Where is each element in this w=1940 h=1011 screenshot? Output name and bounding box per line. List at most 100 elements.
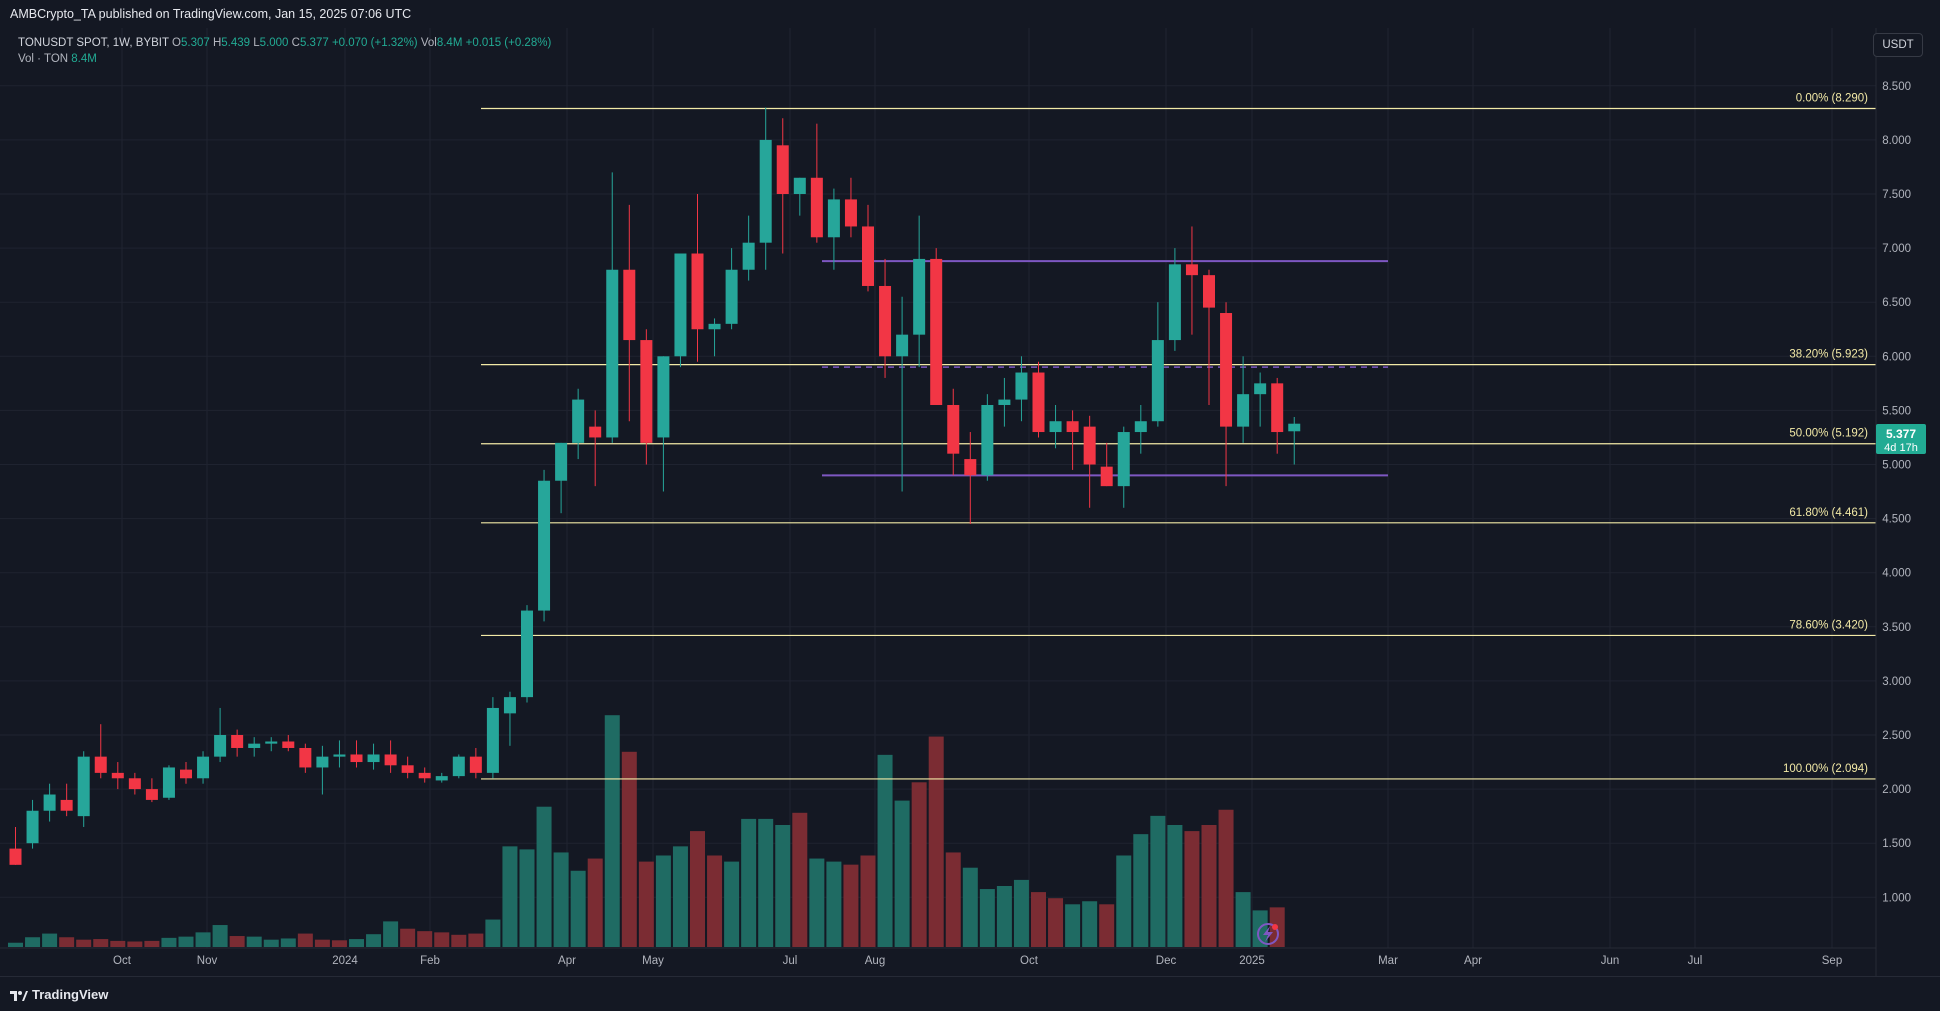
- close-value: 5.377: [299, 37, 329, 49]
- volume-bar: [314, 939, 330, 947]
- brand-name: TradingView: [32, 987, 109, 1002]
- candle-body: [1288, 423, 1301, 432]
- volume-bar: [280, 938, 296, 947]
- candle-body: [180, 769, 192, 779]
- candle-body: [469, 756, 482, 773]
- candle-body: [111, 772, 124, 779]
- candle-body: [1117, 432, 1130, 487]
- volume-bar: [331, 940, 347, 947]
- volume-bar: [945, 852, 961, 947]
- candle-body: [947, 404, 960, 454]
- candle-body: [1151, 340, 1164, 422]
- volume-bar: [690, 831, 705, 947]
- candle-body: [930, 258, 943, 405]
- candle-body: [9, 848, 22, 865]
- price-tick-label: 8.000: [1882, 135, 1911, 147]
- candle-body: [162, 767, 175, 798]
- candle-body: [674, 253, 687, 357]
- time-tick-label: Nov: [197, 955, 218, 967]
- candle-body: [1066, 421, 1079, 433]
- candle-body: [913, 258, 926, 335]
- candle-body: [128, 778, 141, 790]
- candle-body: [844, 199, 857, 227]
- time-tick-label: Apr: [1464, 955, 1482, 967]
- price-chart[interactable]: 0.00% (8.290) 38.20% (5.923) 50.00% (5.192…: [0, 28, 1940, 976]
- volume-bar: [655, 855, 671, 947]
- tradingview-brand[interactable]: TradingView: [10, 987, 108, 1002]
- publisher-bar: AMBCrypto_TA published on TradingView.co…: [0, 0, 1940, 29]
- close-label: C: [291, 37, 300, 49]
- vol-label: Vol: [420, 37, 437, 49]
- candle-body: [827, 199, 840, 238]
- time-tick-label: Mar: [1378, 955, 1398, 967]
- volume-bar: [93, 939, 109, 947]
- volume-bar: [246, 936, 262, 947]
- currency-button[interactable]: USDT: [1873, 33, 1923, 57]
- candle-body: [1015, 372, 1028, 400]
- time-tick-label: Dec: [1156, 955, 1177, 967]
- volume-bar: [911, 782, 927, 947]
- price-tick-label: 4.500: [1882, 514, 1911, 526]
- volume-bar: [229, 936, 245, 947]
- candle-body: [555, 442, 568, 481]
- volume-bar: [707, 855, 723, 947]
- candle-body: [1032, 372, 1045, 433]
- volume-series-label: Vol · TON: [18, 53, 69, 65]
- candle-body: [521, 610, 533, 698]
- volume-bar: [809, 858, 825, 947]
- time-axis[interactable]: Oct Nov 2024 Feb Apr May Jul Aug Oct Dec 2025 Mar Ap…: [113, 955, 1842, 967]
- volume-bar: [1082, 901, 1098, 947]
- candle-body: [759, 139, 772, 243]
- candle-body: [248, 743, 261, 748]
- candle-body: [231, 735, 244, 748]
- candle-body: [691, 253, 704, 330]
- volume-bar: [451, 934, 467, 947]
- time-tick-label: Jun: [1601, 955, 1620, 967]
- volume-bar: [76, 939, 92, 947]
- time-tick-label: 2024: [332, 955, 358, 967]
- candle-body: [401, 765, 414, 773]
- open-label: O: [172, 37, 181, 49]
- change-value: +0.070 (+1.32%): [331, 37, 418, 49]
- volume-bar: [962, 867, 978, 947]
- volume-bar: [502, 846, 518, 947]
- high-value: 5.439: [221, 37, 251, 49]
- candle-body: [1220, 313, 1233, 427]
- candle-body: [94, 756, 107, 773]
- volume-bar: [877, 754, 893, 947]
- lightning-icon[interactable]: [1257, 923, 1279, 945]
- candle-body: [879, 285, 892, 357]
- time-tick-label: May: [642, 955, 664, 967]
- time-tick-label: Jul: [783, 955, 798, 967]
- price-tick-label: 1.500: [1882, 838, 1911, 850]
- candle-body: [742, 242, 755, 270]
- price-axis[interactable]: 8.500 8.000 7.500 7.000 6.500 6.000 5.500 5.000…: [1882, 81, 1911, 905]
- price-tick-label: 3.000: [1882, 676, 1911, 688]
- open-value: 5.307: [180, 37, 210, 49]
- candle-body: [1271, 383, 1284, 433]
- fib-level-label: 78.60% (3.420): [1789, 619, 1868, 631]
- volume-bar: [127, 941, 143, 947]
- candle-body: [1134, 421, 1147, 433]
- candle-body: [606, 269, 619, 438]
- candle-body: [1168, 264, 1181, 341]
- candle-body: [452, 756, 465, 777]
- volume-bars: [8, 715, 1285, 947]
- time-tick-label: Oct: [1020, 955, 1039, 967]
- volume-bar: [25, 937, 41, 947]
- footer-bar: TradingView: [0, 976, 1940, 1011]
- candle-body: [1203, 275, 1215, 308]
- candle-body: [623, 269, 636, 341]
- candle-body: [862, 226, 874, 286]
- candle-body: [43, 794, 56, 811]
- volume-bar: [792, 812, 808, 947]
- current-price-label: 5.377 4d 17h: [1876, 424, 1926, 454]
- volume-bar: [1065, 904, 1081, 947]
- time-tick-label: Sep: [1822, 955, 1842, 967]
- fibonacci-retracement[interactable]: 0.00% (8.290) 38.20% (5.923) 50.00% (5.192…: [481, 93, 1876, 780]
- volume-bar: [638, 861, 654, 947]
- volume-bar: [434, 932, 450, 947]
- time-tick-label: Aug: [865, 955, 885, 967]
- symbol-label: TONUSDT SPOT, 1W, BYBIT: [18, 37, 169, 49]
- volume-bar: [1184, 831, 1200, 947]
